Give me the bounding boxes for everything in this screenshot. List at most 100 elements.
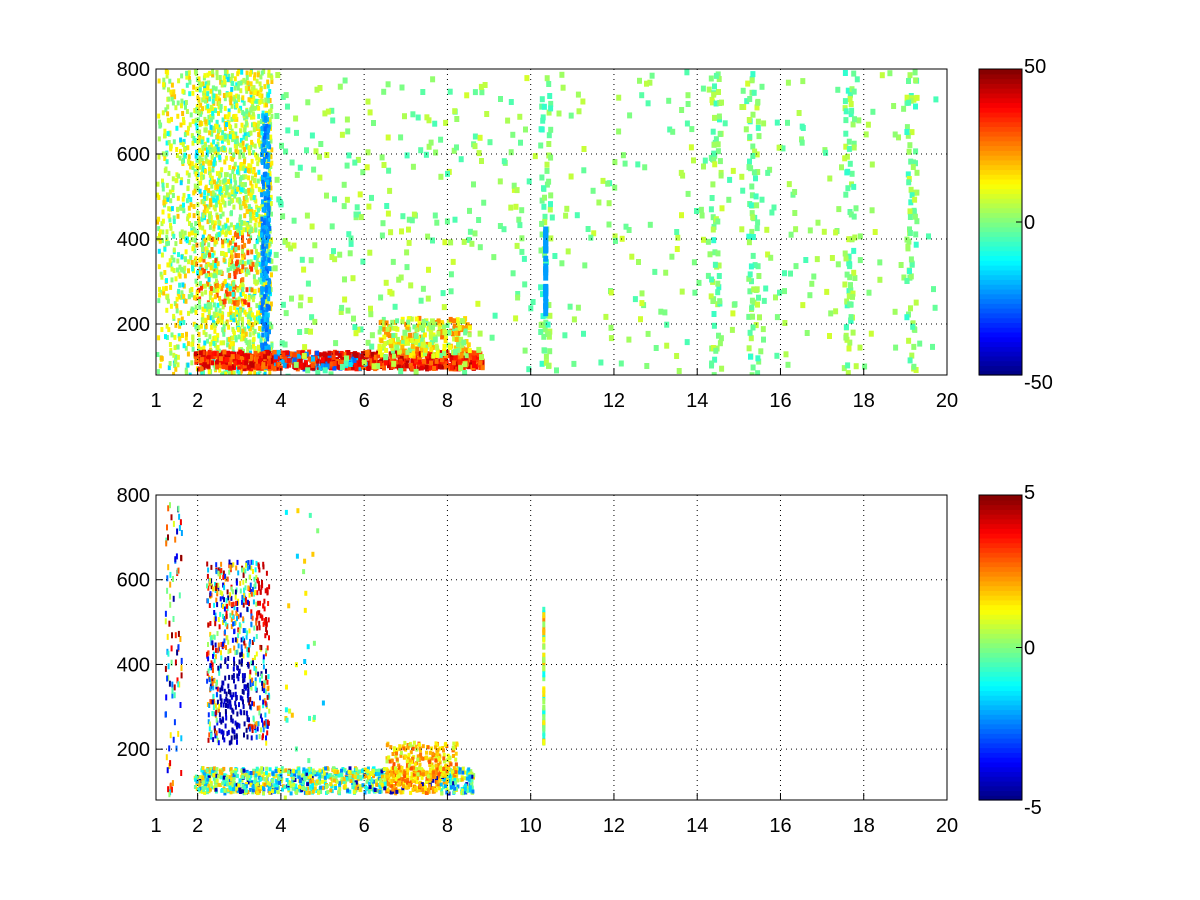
heatmap-cell — [229, 178, 233, 184]
heatmap-cell — [266, 249, 270, 255]
heatmap-cell — [716, 284, 722, 291]
heatmap-cell — [172, 89, 176, 95]
heatmap-cell — [266, 228, 270, 234]
heatmap-cell — [249, 69, 253, 75]
heatmap-cell — [263, 202, 267, 208]
heatmap-cell — [755, 118, 761, 125]
heatmap-cell — [482, 82, 488, 88]
heatmap-cell — [828, 310, 834, 317]
heatmap-cell — [674, 353, 680, 359]
heatmap-cell — [711, 141, 717, 148]
heatmap-cell — [199, 366, 204, 372]
heatmap-cell — [184, 335, 188, 341]
heatmap-cell — [850, 329, 856, 336]
heatmap-cell — [263, 139, 267, 145]
heatmap-cell — [396, 276, 402, 283]
heatmap-cell — [187, 194, 191, 199]
heatmap-cell — [191, 346, 195, 352]
heatmap-cell — [749, 278, 754, 285]
heatmap-cell — [249, 81, 253, 87]
heatmap-cell — [857, 344, 863, 351]
heatmap-cell — [265, 299, 269, 305]
heatmap-cell — [404, 264, 410, 271]
heatmap-cell — [452, 790, 456, 794]
heatmap-cell — [178, 323, 182, 329]
heatmap-cell — [391, 333, 396, 338]
heatmap-cell — [847, 274, 853, 281]
x-tick-label: 16 — [769, 390, 791, 412]
heatmap-cell — [254, 264, 258, 270]
heatmap-cell — [749, 372, 755, 375]
heatmap-cell — [472, 359, 476, 365]
heatmap-cell — [265, 123, 269, 129]
heatmap-cell — [879, 72, 885, 79]
heatmap-cell — [266, 83, 270, 89]
heatmap-cell — [256, 178, 260, 184]
heatmap-cell — [197, 337, 201, 343]
heatmap-cell — [414, 327, 419, 333]
heatmap-cell — [751, 89, 757, 96]
heatmap-cell — [322, 351, 327, 357]
colorbar-swatch — [979, 140, 1022, 147]
heatmap-cell — [382, 320, 387, 326]
heatmap-cell — [394, 363, 399, 369]
heatmap-cell — [157, 195, 161, 200]
heatmap-cell — [241, 248, 244, 254]
heatmap-cell — [197, 343, 201, 349]
heatmap-cell — [740, 87, 746, 94]
heatmap-cell — [269, 108, 273, 114]
heatmap-cell — [429, 330, 434, 336]
heatmap-cell — [237, 315, 241, 321]
heatmap-cell — [245, 70, 249, 76]
heatmap-cell — [317, 174, 323, 181]
heatmap-cell — [199, 357, 204, 363]
heatmap-cell — [526, 366, 532, 373]
heatmap-cell — [310, 362, 315, 368]
heatmap-cell — [846, 138, 852, 145]
heatmap-cell — [309, 223, 315, 230]
heatmap-cell — [368, 305, 373, 312]
heatmap-cell — [747, 158, 752, 165]
heatmap-cell — [260, 264, 264, 270]
heatmap-cell — [526, 178, 532, 185]
heatmap-cell — [313, 148, 319, 155]
colorbar-swatch — [979, 303, 1022, 309]
heatmap-cell — [248, 311, 251, 317]
heatmap-cell — [404, 362, 409, 368]
heatmap-cell — [327, 350, 332, 356]
heatmap-cell — [345, 128, 351, 135]
heatmap-cell — [175, 172, 179, 178]
heatmap-cell — [175, 308, 179, 314]
heatmap-cell — [448, 271, 454, 278]
heatmap-cell — [264, 311, 268, 317]
heatmap-cell — [543, 304, 549, 311]
heatmap-cell — [212, 85, 215, 91]
heatmap-cell — [851, 183, 857, 190]
heatmap-cell — [850, 290, 856, 297]
heatmap-cell — [194, 221, 198, 226]
heatmap-cell — [248, 321, 252, 327]
heatmap-cell — [235, 100, 238, 106]
heatmap-cell — [230, 116, 234, 122]
heatmap-cell — [246, 250, 250, 256]
heatmap-cell — [191, 118, 195, 124]
heatmap-cell — [233, 225, 236, 230]
heatmap-cell — [548, 100, 554, 107]
heatmap-cell — [254, 172, 257, 178]
heatmap-cell — [261, 148, 264, 154]
heatmap-cell — [464, 92, 470, 99]
heatmap-cell — [276, 196, 282, 203]
y-tick-label: 600 — [117, 144, 150, 166]
heatmap-cell — [203, 790, 207, 795]
heatmap-cell — [261, 240, 265, 246]
heatmap-cell — [538, 329, 544, 335]
heatmap-cell — [225, 364, 230, 370]
heatmap-cell — [179, 205, 183, 211]
heatmap-cell — [848, 101, 854, 107]
heatmap-cell — [428, 351, 433, 357]
heatmap-cell — [241, 183, 245, 189]
heatmap-cell — [200, 139, 204, 145]
colorbar-swatch — [979, 365, 1022, 371]
heatmap-cell — [213, 294, 217, 300]
colorbar-swatch — [979, 284, 1022, 290]
